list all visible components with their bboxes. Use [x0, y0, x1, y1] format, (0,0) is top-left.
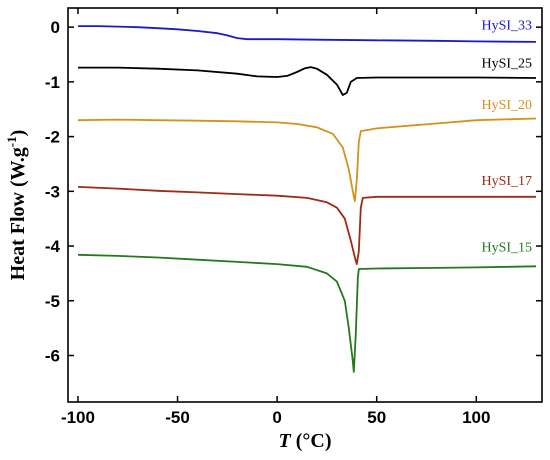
y-axis-title-sup: -1 [4, 136, 19, 147]
y-tick-label: 0 [51, 18, 60, 37]
series-label-hysi-17: HySI_17 [481, 174, 532, 189]
series-line-hysi-15 [77, 253, 537, 373]
y-axis: 0 -1 -2 -3 -4 -5 -6 [45, 18, 542, 365]
y-axis-title-main: Heat Flow (W.g [7, 147, 29, 280]
series-line-hysi-33 [78, 25, 537, 43]
y-tick-label: -1 [45, 73, 60, 92]
x-tick-label: 50 [367, 408, 386, 427]
x-tick-label: 100 [462, 408, 490, 427]
plot-frame [67, 7, 543, 403]
x-axis-title: T (°C) [279, 430, 332, 452]
x-tick-label: 0 [272, 408, 281, 427]
y-tick-label: -3 [45, 182, 60, 201]
y-tick-label: -6 [45, 346, 60, 365]
x-axis-title-rest: (°C) [291, 430, 332, 452]
series-line-hysi-25 [78, 66, 537, 96]
y-tick-label: -2 [45, 128, 60, 147]
series-label-hysi-25: HySI_25 [481, 57, 532, 72]
series-label-hysi-33: HySI_33 [481, 18, 532, 33]
y-axis-title: Heat Flow (W.g-1) [4, 130, 29, 281]
series-group [77, 25, 537, 373]
y-tick-label: -4 [45, 237, 61, 256]
series-label-hysi-20: HySI_20 [481, 98, 532, 113]
x-tick-label: -50 [165, 408, 190, 427]
x-axis: -100 -50 0 50 100 [61, 8, 490, 427]
series-labels: HySI_33 HySI_25 HySI_20 HySI_17 HySI_15 [481, 18, 532, 255]
x-tick-label: -100 [61, 408, 95, 427]
series-line-hysi-17 [77, 186, 536, 265]
y-axis-title-close: ) [7, 130, 29, 137]
series-line-hysi-20 [77, 117, 537, 203]
series-label-hysi-15: HySI_15 [481, 241, 532, 256]
y-tick-label: -5 [45, 292, 60, 311]
x-axis-title-italic: T [279, 430, 292, 452]
